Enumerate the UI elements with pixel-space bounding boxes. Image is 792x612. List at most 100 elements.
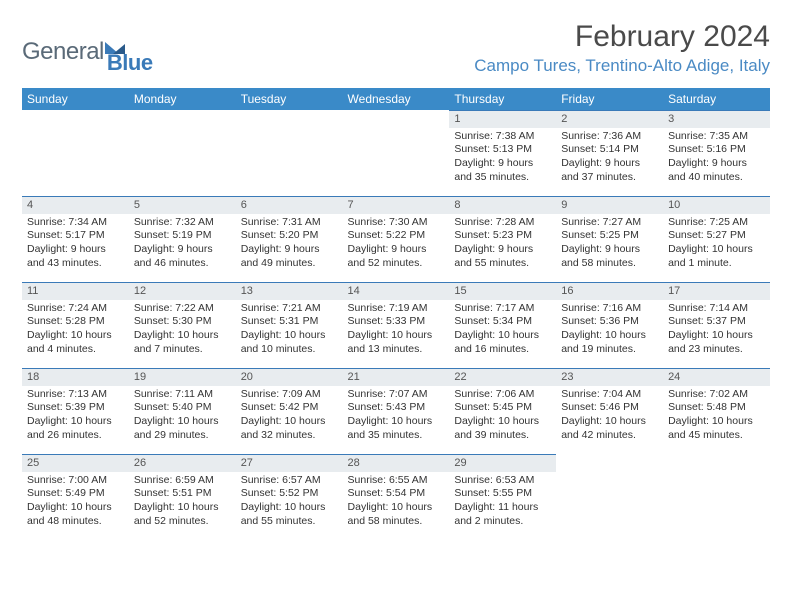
- sunrise-text: Sunrise: 7:16 AM: [561, 302, 658, 316]
- weekday-header: Tuesday: [236, 88, 343, 110]
- day-number: 16: [556, 282, 663, 300]
- day-number: 5: [129, 196, 236, 214]
- daylight-text: Daylight: 10 hours and 13 minutes.: [348, 329, 445, 357]
- sunrise-text: Sunrise: 7:36 AM: [561, 130, 658, 144]
- sunrise-text: Sunrise: 7:13 AM: [27, 388, 124, 402]
- sunset-text: Sunset: 5:54 PM: [348, 487, 445, 501]
- daylight-text: Daylight: 10 hours and 29 minutes.: [134, 415, 231, 443]
- sunset-text: Sunset: 5:16 PM: [668, 143, 765, 157]
- day-number: 3: [663, 110, 770, 128]
- sunrise-text: Sunrise: 6:53 AM: [454, 474, 551, 488]
- day-number: 12: [129, 282, 236, 300]
- header: General Blue February 2024 Campo Tures, …: [22, 20, 770, 84]
- calendar-cell: 21Sunrise: 7:07 AMSunset: 5:43 PMDayligh…: [343, 368, 450, 454]
- daylight-text: Daylight: 10 hours and 23 minutes.: [668, 329, 765, 357]
- day-details: Sunrise: 7:21 AMSunset: 5:31 PMDaylight:…: [236, 300, 343, 360]
- sunrise-text: Sunrise: 7:07 AM: [348, 388, 445, 402]
- calendar-body: 1Sunrise: 7:38 AMSunset: 5:13 PMDaylight…: [22, 110, 770, 540]
- sunrise-text: Sunrise: 6:57 AM: [241, 474, 338, 488]
- sunset-text: Sunset: 5:22 PM: [348, 229, 445, 243]
- calendar-cell: 27Sunrise: 6:57 AMSunset: 5:52 PMDayligh…: [236, 454, 343, 540]
- calendar-cell: 18Sunrise: 7:13 AMSunset: 5:39 PMDayligh…: [22, 368, 129, 454]
- sunset-text: Sunset: 5:42 PM: [241, 401, 338, 415]
- calendar-cell: 25Sunrise: 7:00 AMSunset: 5:49 PMDayligh…: [22, 454, 129, 540]
- weekday-header: Monday: [129, 88, 236, 110]
- daylight-text: Daylight: 10 hours and 16 minutes.: [454, 329, 551, 357]
- sunrise-text: Sunrise: 6:55 AM: [348, 474, 445, 488]
- calendar-page: General Blue February 2024 Campo Tures, …: [0, 0, 792, 560]
- calendar-week-row: 11Sunrise: 7:24 AMSunset: 5:28 PMDayligh…: [22, 282, 770, 368]
- daylight-text: Daylight: 9 hours and 40 minutes.: [668, 157, 765, 185]
- sunset-text: Sunset: 5:28 PM: [27, 315, 124, 329]
- sunrise-text: Sunrise: 7:14 AM: [668, 302, 765, 316]
- calendar-cell: 10Sunrise: 7:25 AMSunset: 5:27 PMDayligh…: [663, 196, 770, 282]
- calendar-cell: [663, 454, 770, 540]
- calendar-cell: 16Sunrise: 7:16 AMSunset: 5:36 PMDayligh…: [556, 282, 663, 368]
- day-number: 28: [343, 454, 450, 472]
- calendar-cell: 6Sunrise: 7:31 AMSunset: 5:20 PMDaylight…: [236, 196, 343, 282]
- sunrise-text: Sunrise: 7:27 AM: [561, 216, 658, 230]
- calendar-cell: [22, 110, 129, 196]
- day-number: 17: [663, 282, 770, 300]
- day-number: 2: [556, 110, 663, 128]
- sunset-text: Sunset: 5:51 PM: [134, 487, 231, 501]
- calendar-cell: 22Sunrise: 7:06 AMSunset: 5:45 PMDayligh…: [449, 368, 556, 454]
- day-number: 8: [449, 196, 556, 214]
- calendar-cell: 26Sunrise: 6:59 AMSunset: 5:51 PMDayligh…: [129, 454, 236, 540]
- calendar-cell: 24Sunrise: 7:02 AMSunset: 5:48 PMDayligh…: [663, 368, 770, 454]
- day-number: 11: [22, 282, 129, 300]
- month-title: February 2024: [474, 20, 770, 54]
- sunrise-text: Sunrise: 7:32 AM: [134, 216, 231, 230]
- daylight-text: Daylight: 11 hours and 2 minutes.: [454, 501, 551, 529]
- sunset-text: Sunset: 5:40 PM: [134, 401, 231, 415]
- sunrise-text: Sunrise: 7:35 AM: [668, 130, 765, 144]
- sunrise-text: Sunrise: 7:30 AM: [348, 216, 445, 230]
- day-number: 25: [22, 454, 129, 472]
- calendar-cell: 7Sunrise: 7:30 AMSunset: 5:22 PMDaylight…: [343, 196, 450, 282]
- day-details: Sunrise: 7:19 AMSunset: 5:33 PMDaylight:…: [343, 300, 450, 360]
- sunrise-text: Sunrise: 7:34 AM: [27, 216, 124, 230]
- sunset-text: Sunset: 5:23 PM: [454, 229, 551, 243]
- day-details: Sunrise: 7:07 AMSunset: 5:43 PMDaylight:…: [343, 386, 450, 446]
- day-details: Sunrise: 7:38 AMSunset: 5:13 PMDaylight:…: [449, 128, 556, 188]
- sunset-text: Sunset: 5:49 PM: [27, 487, 124, 501]
- day-details: Sunrise: 7:11 AMSunset: 5:40 PMDaylight:…: [129, 386, 236, 446]
- day-number: 24: [663, 368, 770, 386]
- sunrise-text: Sunrise: 7:38 AM: [454, 130, 551, 144]
- calendar-cell: 13Sunrise: 7:21 AMSunset: 5:31 PMDayligh…: [236, 282, 343, 368]
- day-details: Sunrise: 6:53 AMSunset: 5:55 PMDaylight:…: [449, 472, 556, 532]
- day-number: 20: [236, 368, 343, 386]
- day-details: Sunrise: 7:17 AMSunset: 5:34 PMDaylight:…: [449, 300, 556, 360]
- weekday-header: Friday: [556, 88, 663, 110]
- sunrise-text: Sunrise: 7:11 AM: [134, 388, 231, 402]
- sunset-text: Sunset: 5:37 PM: [668, 315, 765, 329]
- day-details: Sunrise: 7:32 AMSunset: 5:19 PMDaylight:…: [129, 214, 236, 274]
- daylight-text: Daylight: 10 hours and 1 minute.: [668, 243, 765, 271]
- calendar-cell: 28Sunrise: 6:55 AMSunset: 5:54 PMDayligh…: [343, 454, 450, 540]
- logo-text-blue: Blue: [107, 50, 153, 76]
- daylight-text: Daylight: 10 hours and 7 minutes.: [134, 329, 231, 357]
- daylight-text: Daylight: 9 hours and 49 minutes.: [241, 243, 338, 271]
- sunrise-text: Sunrise: 6:59 AM: [134, 474, 231, 488]
- day-details: Sunrise: 7:09 AMSunset: 5:42 PMDaylight:…: [236, 386, 343, 446]
- sunset-text: Sunset: 5:43 PM: [348, 401, 445, 415]
- daylight-text: Daylight: 10 hours and 48 minutes.: [27, 501, 124, 529]
- calendar-cell: 1Sunrise: 7:38 AMSunset: 5:13 PMDaylight…: [449, 110, 556, 196]
- sunrise-text: Sunrise: 7:04 AM: [561, 388, 658, 402]
- day-details: Sunrise: 7:04 AMSunset: 5:46 PMDaylight:…: [556, 386, 663, 446]
- sunset-text: Sunset: 5:27 PM: [668, 229, 765, 243]
- calendar-cell: [556, 454, 663, 540]
- calendar-table: SundayMondayTuesdayWednesdayThursdayFrid…: [22, 88, 770, 540]
- calendar-cell: 9Sunrise: 7:27 AMSunset: 5:25 PMDaylight…: [556, 196, 663, 282]
- calendar-cell: 5Sunrise: 7:32 AMSunset: 5:19 PMDaylight…: [129, 196, 236, 282]
- day-number: 13: [236, 282, 343, 300]
- sunset-text: Sunset: 5:31 PM: [241, 315, 338, 329]
- day-details: Sunrise: 7:02 AMSunset: 5:48 PMDaylight:…: [663, 386, 770, 446]
- sunset-text: Sunset: 5:48 PM: [668, 401, 765, 415]
- day-number: 14: [343, 282, 450, 300]
- day-number: 1: [449, 110, 556, 128]
- daylight-text: Daylight: 9 hours and 55 minutes.: [454, 243, 551, 271]
- sunset-text: Sunset: 5:17 PM: [27, 229, 124, 243]
- sunset-text: Sunset: 5:14 PM: [561, 143, 658, 157]
- calendar-week-row: 25Sunrise: 7:00 AMSunset: 5:49 PMDayligh…: [22, 454, 770, 540]
